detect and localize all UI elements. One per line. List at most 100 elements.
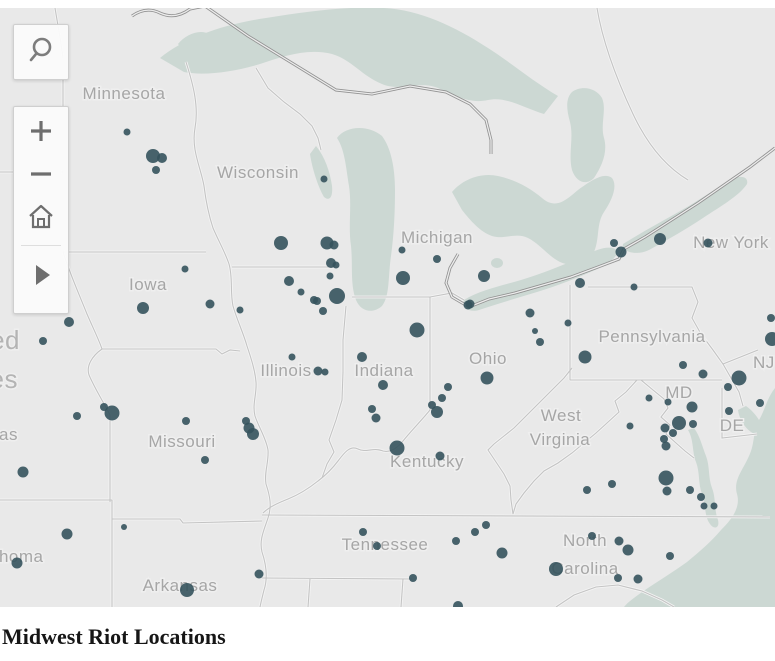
riot-location-dot[interactable] xyxy=(465,299,475,309)
riot-location-dot[interactable] xyxy=(357,352,367,362)
riot-location-dot[interactable] xyxy=(435,451,445,461)
riot-location-dot[interactable] xyxy=(100,403,108,411)
riot-location-dot[interactable] xyxy=(614,536,624,546)
riot-location-dot[interactable] xyxy=(137,302,149,314)
riot-location-dot[interactable] xyxy=(433,255,441,263)
riot-location-dot[interactable] xyxy=(661,441,671,451)
riot-location-dot[interactable] xyxy=(622,544,634,556)
map-viewport[interactable]: Minnesota Wisconsin Michigan New York Iowa Pe… xyxy=(0,8,775,607)
riot-location-dot[interactable] xyxy=(359,528,367,536)
riot-location-dot[interactable] xyxy=(389,440,405,456)
riot-location-dot[interactable] xyxy=(480,371,494,385)
riot-location-dot[interactable] xyxy=(614,574,622,582)
riot-location-dot[interactable] xyxy=(11,557,23,569)
riot-location-dot[interactable] xyxy=(725,407,733,415)
riot-location-dot[interactable] xyxy=(686,401,698,413)
riot-location-dot[interactable] xyxy=(409,574,417,582)
riot-location-dot[interactable] xyxy=(39,337,47,345)
riot-location-dot[interactable] xyxy=(284,276,294,286)
riot-location-dot[interactable] xyxy=(724,383,732,391)
riot-location-dot[interactable] xyxy=(654,233,666,245)
riot-location-dot[interactable] xyxy=(525,308,535,318)
riot-location-dot[interactable] xyxy=(679,361,687,369)
riot-location-dot[interactable] xyxy=(471,528,479,536)
riot-location-dot[interactable] xyxy=(297,288,305,296)
riot-location-dot[interactable] xyxy=(373,542,381,550)
riot-location-dot[interactable] xyxy=(326,272,334,280)
riot-location-dot[interactable] xyxy=(64,317,74,327)
riot-location-dot[interactable] xyxy=(104,405,120,421)
riot-location-dot[interactable] xyxy=(73,412,81,420)
riot-location-dot[interactable] xyxy=(698,369,708,379)
riot-location-dot[interactable] xyxy=(660,423,670,433)
riot-location-dot[interactable] xyxy=(660,435,668,443)
riot-location-dot[interactable] xyxy=(767,314,775,322)
riot-location-dot[interactable] xyxy=(630,283,638,291)
riot-location-dot[interactable] xyxy=(536,338,544,346)
riot-location-dot[interactable] xyxy=(583,486,591,494)
riot-location-dot[interactable] xyxy=(478,270,490,282)
riot-location-dot[interactable] xyxy=(310,296,318,304)
riot-location-dot[interactable] xyxy=(409,322,425,338)
riot-location-dot[interactable] xyxy=(254,569,264,579)
riot-location-dot[interactable] xyxy=(332,261,340,269)
riot-location-dot[interactable] xyxy=(703,238,713,248)
riot-location-dot[interactable] xyxy=(201,456,209,464)
riot-location-dot[interactable] xyxy=(452,537,460,545)
riot-location-dot[interactable] xyxy=(765,332,775,346)
riot-location-dot[interactable] xyxy=(700,502,708,510)
riot-location-dot[interactable] xyxy=(575,278,585,288)
riot-location-dot[interactable] xyxy=(662,486,672,496)
riot-location-dot[interactable] xyxy=(669,429,677,437)
riot-location-dot[interactable] xyxy=(431,406,443,418)
riot-location-dot[interactable] xyxy=(205,299,215,309)
riot-location-dot[interactable] xyxy=(549,562,563,576)
riot-location-dot[interactable] xyxy=(288,353,296,361)
riot-location-dot[interactable] xyxy=(182,417,190,425)
riot-location-dot[interactable] xyxy=(121,524,127,530)
riot-location-dot[interactable] xyxy=(378,380,388,390)
map-search-button[interactable] xyxy=(13,24,69,80)
riot-location-dot[interactable] xyxy=(371,413,381,423)
riot-location-dot[interactable] xyxy=(428,401,436,409)
riot-location-dot[interactable] xyxy=(236,306,244,314)
riot-location-dot[interactable] xyxy=(496,547,508,559)
riot-location-dot[interactable] xyxy=(319,307,327,315)
riot-location-dot[interactable] xyxy=(608,480,616,488)
riot-location-dot[interactable] xyxy=(329,240,339,250)
riot-location-dot[interactable] xyxy=(658,470,674,486)
riot-location-dot[interactable] xyxy=(615,246,627,258)
riot-location-dot[interactable] xyxy=(710,502,718,510)
riot-location-dot[interactable] xyxy=(152,166,160,174)
riot-location-dot[interactable] xyxy=(321,368,329,376)
zoom-out-button[interactable] xyxy=(14,155,68,195)
riot-location-dot[interactable] xyxy=(396,271,410,285)
riot-location-dot[interactable] xyxy=(329,288,345,304)
riot-location-dot[interactable] xyxy=(756,399,764,407)
riot-location-dot[interactable] xyxy=(578,350,592,364)
riot-location-dot[interactable] xyxy=(633,574,643,584)
riot-location-dot[interactable] xyxy=(686,486,694,494)
riot-location-dot[interactable] xyxy=(123,128,131,136)
riot-location-dot[interactable] xyxy=(368,405,376,413)
riot-location-dot[interactable] xyxy=(146,149,160,163)
riot-location-dot[interactable] xyxy=(157,153,167,163)
pan-tool-button[interactable] xyxy=(14,250,68,302)
riot-location-dot[interactable] xyxy=(482,521,490,529)
riot-location-dot[interactable] xyxy=(181,265,189,273)
riot-location-dot[interactable] xyxy=(180,583,194,597)
riot-location-dot[interactable] xyxy=(664,398,672,406)
riot-location-dot[interactable] xyxy=(17,466,29,478)
riot-location-dot[interactable] xyxy=(645,394,653,402)
riot-location-dot[interactable] xyxy=(398,246,406,254)
riot-location-dot[interactable] xyxy=(438,394,446,402)
riot-location-dot[interactable] xyxy=(666,552,674,560)
zoom-home-button[interactable] xyxy=(14,195,68,241)
riot-location-dot[interactable] xyxy=(689,420,697,428)
riot-location-dot[interactable] xyxy=(588,532,596,540)
zoom-in-button[interactable] xyxy=(14,109,68,155)
riot-location-dot[interactable] xyxy=(672,416,686,430)
riot-location-dot[interactable] xyxy=(320,175,328,183)
riot-location-dot[interactable] xyxy=(247,428,259,440)
riot-location-dot[interactable] xyxy=(564,319,572,327)
